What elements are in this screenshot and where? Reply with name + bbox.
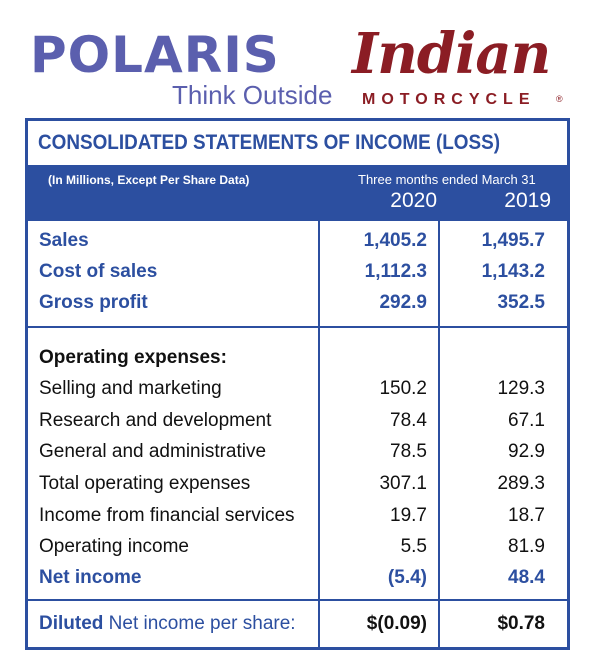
value-2019: 48.4 [508, 567, 545, 588]
value-2019: 289.3 [497, 473, 545, 494]
section-divider [28, 326, 567, 328]
table-row-operating-expenses-heading: Operating expenses: [28, 343, 567, 373]
value-2020: 1,112.3 [364, 261, 427, 282]
value-2020: 307.1 [379, 473, 427, 494]
table-row-net-income: Net income (5.4) 48.4 [28, 563, 567, 593]
value-2020: $(0.09) [366, 613, 427, 634]
value-2019: 1,495.7 [481, 230, 545, 251]
indian-logo: Indian [352, 21, 551, 87]
row-label: Cost of sales [39, 261, 158, 282]
row-label: Selling and marketing [39, 378, 222, 399]
table-row-operating-income: Operating income 5.5 81.9 [28, 532, 567, 562]
polaris-tagline: Think Outside [172, 80, 333, 110]
registered-mark: ® [556, 94, 563, 104]
column-divider [438, 165, 440, 650]
value-2019: 352.5 [497, 292, 545, 313]
row-label: Operating income [39, 536, 189, 557]
table-row-diluted-eps: Diluted Net income per share: $(0.09) $0… [28, 609, 567, 639]
eps-label: Net income per share: [103, 613, 296, 634]
row-label: Diluted Net income per share: [39, 609, 296, 639]
table-row-financial-services-income: Income from financial services 19.7 18.7 [28, 501, 567, 531]
table-header-band: (In Millions, Except Per Share Data) Thr… [28, 165, 567, 221]
statement-title: CONSOLIDATED STATEMENTS OF INCOME (LOSS) [38, 131, 500, 154]
value-2020: 150.2 [379, 378, 427, 399]
year-2020-header: 2020 [390, 189, 437, 212]
table-row-cost-of-sales: Cost of sales 1,112.3 1,143.2 [28, 257, 567, 287]
table-row-research-development: Research and development 78.4 67.1 [28, 406, 567, 436]
value-2020: 19.7 [390, 505, 427, 526]
value-2019: 1,143.2 [481, 261, 545, 282]
value-2019: 81.9 [508, 536, 545, 557]
section-divider [28, 599, 567, 601]
value-2019: $0.78 [497, 613, 545, 634]
row-label: Income from financial services [39, 505, 295, 526]
value-2020: 5.5 [400, 536, 427, 557]
units-note: (In Millions, Except Per Share Data) [48, 173, 250, 187]
row-label: Gross profit [39, 292, 148, 313]
table-row-general-admin: General and administrative 78.5 92.9 [28, 437, 567, 467]
value-2020: (5.4) [387, 567, 427, 588]
value-2020: 78.4 [390, 410, 427, 431]
section-heading: Operating expenses: [39, 347, 227, 368]
table-row-selling-marketing: Selling and marketing 150.2 129.3 [28, 374, 567, 404]
value-2020: 1,405.2 [363, 230, 427, 251]
row-label: Research and development [39, 410, 272, 431]
row-label: Net income [39, 567, 142, 588]
polaris-logo: POLARIS [30, 26, 280, 84]
row-label: General and administrative [39, 441, 267, 462]
value-2020: 78.5 [390, 441, 427, 462]
row-label: Sales [39, 230, 89, 251]
diluted-label: Diluted [39, 613, 104, 634]
column-divider [318, 165, 320, 650]
indian-motorcycle-wordmark: MOTORCYCLE [362, 91, 536, 108]
value-2019: 18.7 [508, 505, 545, 526]
year-2019-header: 2019 [504, 189, 551, 212]
table-row-total-operating-expenses: Total operating expenses 307.1 289.3 [28, 469, 567, 499]
income-statement-table: CONSOLIDATED STATEMENTS OF INCOME (LOSS)… [25, 118, 570, 650]
logo-header: POLARIS Think Outside Indian MOTORCYCLE … [0, 0, 600, 118]
period-label: Three months ended March 31 [358, 172, 536, 187]
row-label: Total operating expenses [39, 473, 251, 494]
value-2019: 67.1 [508, 410, 545, 431]
value-2019: 92.9 [508, 441, 545, 462]
table-row-gross-profit: Gross profit 292.9 352.5 [28, 288, 567, 318]
value-2019: 129.3 [497, 378, 545, 399]
table-row-sales: Sales 1,405.2 1,495.7 [28, 226, 567, 256]
value-2020: 292.9 [379, 292, 427, 313]
